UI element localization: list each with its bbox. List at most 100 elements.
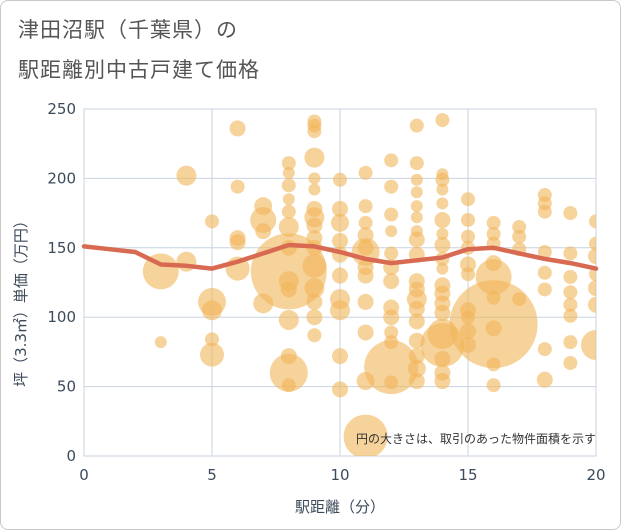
data-bubble — [537, 265, 552, 280]
data-bubble — [486, 226, 501, 241]
data-bubble — [200, 342, 224, 367]
data-bubble — [205, 332, 219, 347]
y-tick-label: 50 — [57, 378, 76, 396]
y-tick-label: 150 — [47, 239, 76, 257]
data-bubble — [278, 309, 299, 330]
data-bubble — [154, 336, 167, 349]
data-bubble — [230, 179, 245, 194]
data-bubble — [269, 353, 308, 392]
data-bubble — [563, 246, 578, 261]
data-bubble — [434, 237, 451, 254]
data-bubble — [589, 214, 596, 229]
data-bubble — [563, 269, 578, 284]
data-bubble — [384, 179, 399, 194]
data-bubble — [364, 340, 419, 395]
data-bubble — [176, 165, 197, 186]
data-bubble — [358, 215, 373, 230]
data-bubble — [436, 227, 449, 240]
data-bubble — [563, 356, 578, 371]
y-tick-label: 250 — [47, 100, 76, 118]
data-bubble — [589, 267, 596, 282]
data-bubble — [486, 357, 501, 372]
chart-title-line-2: 駅距離別中古戸建て価格 — [18, 58, 260, 82]
data-bubble — [485, 320, 502, 337]
data-bubble — [434, 350, 451, 367]
data-bubble — [281, 178, 296, 193]
data-bubble — [512, 292, 527, 307]
data-bubble — [384, 375, 399, 390]
data-bubble — [408, 300, 425, 317]
data-bubble — [304, 147, 325, 168]
data-bubble — [563, 308, 578, 323]
data-bubble — [461, 267, 475, 282]
data-bubble — [384, 153, 399, 168]
data-bubble — [307, 328, 322, 343]
data-bubble — [308, 172, 321, 185]
data-bubble — [435, 172, 450, 187]
average-price-line — [81, 242, 599, 271]
data-bubble — [537, 342, 552, 357]
data-bubble — [357, 267, 374, 284]
data-bubble — [281, 156, 296, 171]
data-bubble — [436, 262, 449, 275]
data-bubble — [306, 217, 323, 234]
data-bubble — [436, 197, 449, 210]
x-tick-label: 0 — [79, 466, 89, 484]
bubble-size-note: 円の大きさは、取引のあった物件面積を示す — [356, 431, 596, 446]
data-bubble — [332, 267, 348, 284]
data-bubble — [486, 378, 501, 393]
data-bubble — [512, 229, 527, 244]
data-bubble — [281, 204, 296, 219]
data-bubble — [385, 225, 398, 238]
y-tick-label: 200 — [47, 169, 76, 187]
data-bubble — [409, 156, 424, 171]
data-bubble — [434, 373, 451, 390]
bubble-layer — [142, 113, 596, 456]
data-bubble — [332, 381, 348, 398]
data-bubble — [410, 186, 423, 199]
data-bubble — [282, 193, 295, 206]
data-bubble — [308, 183, 321, 196]
line-layer — [81, 242, 599, 271]
data-bubble — [588, 280, 596, 297]
data-bubble — [302, 253, 327, 278]
data-bubble — [435, 113, 450, 128]
data-bubble — [588, 296, 596, 313]
data-bubble — [588, 248, 596, 265]
data-bubble — [486, 215, 501, 230]
data-bubble — [581, 329, 596, 360]
data-bubble — [358, 199, 373, 214]
data-bubble — [307, 124, 322, 139]
data-bubble — [410, 173, 423, 186]
data-bubble — [202, 300, 222, 321]
data-bubble — [306, 293, 323, 310]
data-bubble — [409, 118, 424, 133]
data-bubble — [408, 313, 425, 330]
data-bubble — [384, 207, 399, 222]
data-bubble — [304, 278, 325, 299]
chart-title-line-1: 津田沼駅（千葉県）の — [18, 18, 238, 42]
data-bubble — [384, 246, 399, 261]
data-bubble — [332, 348, 348, 365]
data-bubble — [357, 293, 374, 310]
data-bubble — [410, 200, 423, 213]
data-bubble — [434, 212, 451, 229]
data-bubble — [282, 166, 295, 179]
data-bubble — [563, 335, 578, 350]
x-axis-label: 駅距離（分） — [295, 498, 385, 516]
y-axis-label: 坪（3.3㎡）単価（万円） — [12, 213, 30, 387]
data-bubble — [333, 172, 347, 187]
data-bubble — [343, 414, 388, 456]
data-bubble — [408, 373, 425, 390]
data-bubble — [407, 359, 426, 378]
data-bubble — [332, 200, 348, 217]
data-bubble — [384, 325, 399, 340]
y-tick-label: 100 — [47, 308, 76, 326]
data-bubble — [589, 236, 596, 251]
data-bubble — [358, 165, 373, 180]
y-tick-label: 0 — [66, 447, 76, 465]
data-bubble — [537, 282, 552, 297]
data-bubble — [563, 206, 578, 221]
data-bubble — [330, 300, 350, 321]
